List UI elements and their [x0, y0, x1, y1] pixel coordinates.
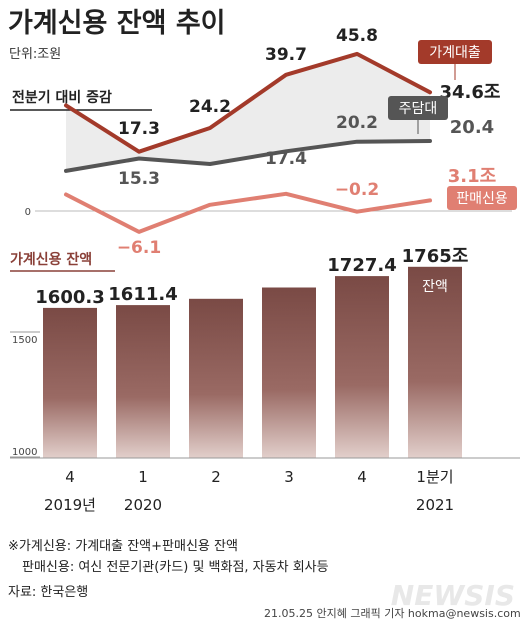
x-tick-1: 1: [138, 468, 148, 486]
note-household-credit: ※가계신용: 가계대출 잔액+판매신용 잔액: [8, 539, 238, 554]
bar-0: [43, 307, 97, 458]
chart-title: 가계신용 잔액 추이: [8, 8, 226, 39]
x-year-0: 2019년: [44, 496, 96, 514]
label-mortgage-1: 15.3: [118, 169, 160, 189]
legend-sales-credit: 판매신용: [447, 186, 517, 210]
legend-sales-credit-tag: [447, 186, 517, 210]
label-household-loans-3: 39.7: [265, 45, 307, 65]
source-label: 자료: 한국은행: [8, 584, 88, 600]
bar-value-label-5: 1765조: [402, 246, 469, 267]
bar-3: [262, 287, 316, 458]
bar-2: [189, 298, 243, 459]
bar-value-label-4: 1727.4: [327, 255, 396, 276]
x-tick-2: 2: [211, 468, 221, 486]
bar-4: [335, 276, 389, 458]
x-year-1: 2020: [124, 496, 162, 514]
label-household-loans-5: 34.6조: [440, 82, 501, 103]
x-tick-4: 4: [357, 468, 367, 486]
label-mortgage-3: 17.4: [265, 149, 307, 169]
balance-section-title: 가계신용 잔액: [10, 251, 92, 268]
label-sales-credit-1: −6.1: [117, 238, 161, 258]
label-sales-credit-5: 3.1조: [448, 166, 496, 187]
x-tick-3: 3: [284, 468, 294, 486]
label-sales-credit-4: −0.2: [335, 180, 379, 200]
x-tick-0: 4: [65, 468, 75, 486]
legend-mortgage-text: 주담대: [399, 101, 438, 117]
label-household-loans-1: 17.3: [118, 119, 160, 139]
ytick-1000: 1000: [12, 447, 37, 458]
line-mortgage: [64, 139, 432, 173]
legend-household-loans-tag: [418, 40, 492, 64]
x-axis-labels: 4 2019년 1 2020 2 3 4 1분기 2021: [44, 468, 454, 514]
bar-value-label-1: 1611.4: [108, 284, 177, 305]
label-household-loans-2: 24.2: [189, 97, 231, 117]
bar-1: [116, 305, 170, 458]
credit-line: 21.05.25 안지혜 그래픽 기자 hokma@newsis.com: [264, 607, 521, 620]
bar-value-label-0: 1600.3: [35, 287, 104, 308]
newsis-watermark: NEWSIS: [391, 579, 515, 612]
unit-label: 단위:조원: [9, 47, 61, 62]
zero-tick-label: 0: [25, 207, 31, 218]
legend-mortgage: 주담대: [388, 96, 448, 134]
legend-sales-credit-text: 판매신용: [456, 191, 508, 207]
household-to-mortgage-area: [66, 53, 430, 171]
x-year-5: 2021: [416, 496, 454, 514]
note-sales-credit: 판매신용: 여신 전문기관(카드) 및 백화점, 자동차 회사등: [22, 560, 329, 575]
legend-household-loans: 가계대출: [418, 40, 492, 80]
legend-household-loans-text: 가계대출: [429, 45, 481, 61]
change-section-title: 전분기 대비 증감: [12, 89, 112, 106]
label-mortgage-4: 20.2: [336, 113, 378, 133]
line-household-loans: [64, 51, 432, 154]
line-sales-credit: [64, 191, 432, 234]
label-household-loans-4: 45.8: [336, 26, 378, 46]
line-series-group: [64, 51, 432, 234]
line-label-group: 17.3 24.2 39.7 45.8 34.6조 15.3 17.4 20.2 20.4 −6.…: [117, 26, 501, 258]
bar-inner-label: 잔액: [422, 279, 448, 295]
legend-mortgage-tag: [388, 96, 448, 120]
x-tick-5: 1분기: [416, 468, 453, 486]
bar-5: [408, 266, 462, 459]
ytick-1500: 1500: [12, 335, 37, 346]
label-mortgage-5: 20.4: [450, 117, 494, 138]
